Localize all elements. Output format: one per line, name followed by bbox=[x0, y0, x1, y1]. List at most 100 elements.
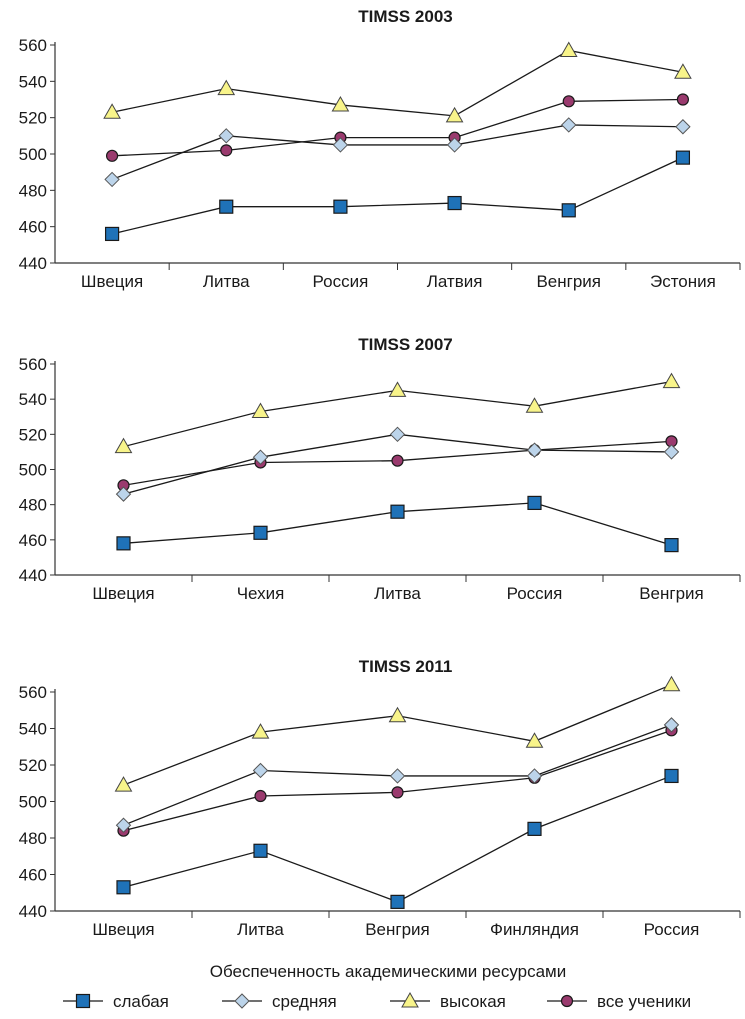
series-markers-high bbox=[114, 675, 681, 792]
series-markers-weak bbox=[116, 768, 679, 909]
data-point-all bbox=[105, 149, 119, 162]
data-point-medium bbox=[663, 717, 680, 733]
x-tick-label: Чехия bbox=[237, 584, 285, 603]
data-point-medium bbox=[526, 768, 543, 784]
data-point-high bbox=[251, 402, 270, 418]
legend-title: Обеспеченность академическими ресурсами bbox=[210, 962, 566, 981]
series-markers-all bbox=[117, 435, 678, 492]
data-point-high bbox=[114, 776, 133, 792]
data-point-weak bbox=[253, 843, 268, 858]
data-point-high bbox=[662, 372, 681, 389]
y-tick-label: 480 bbox=[19, 829, 47, 848]
y-tick-label: 560 bbox=[19, 683, 47, 702]
y-tick-label: 540 bbox=[19, 72, 47, 91]
data-point-weak bbox=[527, 495, 542, 511]
x-tick-label: Россия bbox=[644, 920, 700, 939]
data-point-high bbox=[331, 95, 350, 112]
data-point-medium bbox=[104, 171, 120, 188]
y-tick-label: 520 bbox=[19, 425, 47, 444]
data-point-weak bbox=[104, 226, 120, 242]
data-point-high bbox=[525, 732, 544, 748]
y-tick-label: 440 bbox=[19, 254, 47, 273]
data-point-medium bbox=[115, 817, 132, 833]
legend: Обеспеченность академическими ресурсами с… bbox=[63, 962, 691, 1011]
legend-item-medium: средняя bbox=[222, 992, 337, 1011]
data-point-medium bbox=[526, 442, 543, 458]
x-tick-label: Швеция bbox=[81, 272, 143, 291]
x-tick-label: Литва bbox=[237, 920, 284, 939]
data-point-high bbox=[251, 723, 270, 739]
data-point-medium bbox=[252, 762, 269, 779]
x-tick-label: Россия bbox=[507, 584, 563, 603]
chart-panel-2: TIMSS 2007 440 460 480 500 520 540 560 Швеция Чех… bbox=[19, 335, 741, 603]
legend-marker-all bbox=[560, 994, 574, 1008]
y-tick-label: 500 bbox=[19, 461, 47, 480]
y-tick-label: 560 bbox=[19, 355, 47, 374]
series-markers-weak bbox=[104, 150, 691, 242]
data-point-all bbox=[254, 789, 267, 803]
x-tick-label: Швеция bbox=[92, 584, 154, 603]
chart-title: TIMSS 2007 bbox=[358, 335, 453, 354]
data-point-all bbox=[676, 93, 690, 106]
series-markers-medium bbox=[115, 717, 680, 833]
data-point-high bbox=[445, 106, 464, 123]
y-tick-label: 560 bbox=[19, 36, 47, 55]
x-tick-label: Венгрия bbox=[639, 584, 704, 603]
y-tick-label: 520 bbox=[19, 756, 47, 775]
y-tick-label: 460 bbox=[19, 866, 47, 885]
legend-label: все ученики bbox=[597, 992, 691, 1011]
x-tick-label: Швеция bbox=[92, 920, 154, 939]
series-markers-medium bbox=[104, 117, 691, 188]
data-point-weak bbox=[116, 880, 131, 895]
series-line-medium bbox=[111, 124, 683, 181]
data-point-weak bbox=[219, 199, 234, 214]
data-point-high bbox=[674, 63, 692, 79]
data-point-medium bbox=[252, 449, 269, 465]
y-tick-label: 500 bbox=[19, 793, 47, 812]
x-tick-label: Эстония bbox=[650, 272, 716, 291]
data-point-weak bbox=[561, 203, 576, 218]
x-tick-label: Венгрия bbox=[536, 272, 601, 291]
chart-panel-3: TIMSS 2011 440 460 480 500 520 540 560 Швеция Лит… bbox=[19, 657, 741, 939]
data-point-all bbox=[562, 95, 575, 108]
data-point-medium bbox=[115, 486, 132, 502]
data-point-medium bbox=[561, 117, 577, 133]
data-point-high bbox=[388, 381, 407, 397]
x-tick-label: Венгрия bbox=[365, 920, 430, 939]
series-medium bbox=[111, 124, 683, 181]
data-point-medium bbox=[218, 128, 234, 144]
chart-title: TIMSS 2003 bbox=[358, 7, 453, 26]
data-point-all bbox=[220, 144, 233, 157]
data-point-high bbox=[559, 41, 578, 57]
data-point-medium bbox=[389, 768, 406, 784]
data-point-weak bbox=[447, 195, 462, 211]
data-point-medium bbox=[332, 137, 349, 153]
y-tick-label: 440 bbox=[19, 902, 47, 921]
x-tick-label: Финляндия bbox=[490, 920, 579, 939]
legend-marker-medium bbox=[234, 993, 250, 1009]
chart-title: TIMSS 2011 bbox=[359, 657, 453, 676]
series-markers-high bbox=[114, 372, 681, 454]
y-tick-label: 440 bbox=[19, 566, 47, 585]
data-point-high bbox=[662, 675, 681, 692]
data-point-medium bbox=[446, 137, 463, 153]
series-all bbox=[112, 98, 683, 157]
legend-item-high: высокая bbox=[390, 991, 506, 1011]
legend-marker-weak bbox=[75, 993, 91, 1009]
data-point-medium bbox=[663, 444, 680, 460]
data-point-weak bbox=[333, 199, 348, 214]
legend-label: высокая bbox=[440, 992, 506, 1011]
legend-label: слабая bbox=[113, 992, 169, 1011]
data-point-all bbox=[391, 454, 404, 467]
x-tick-label: Россия bbox=[313, 272, 369, 291]
series-markers-weak bbox=[116, 495, 679, 553]
x-tick-label: Латвия bbox=[427, 272, 483, 291]
data-point-weak bbox=[664, 768, 679, 784]
series-line-all bbox=[112, 98, 683, 157]
legend-item-all: все ученики bbox=[547, 992, 691, 1011]
data-point-weak bbox=[664, 538, 679, 553]
data-point-high bbox=[114, 437, 133, 454]
x-tick-label: Литва bbox=[374, 584, 421, 603]
